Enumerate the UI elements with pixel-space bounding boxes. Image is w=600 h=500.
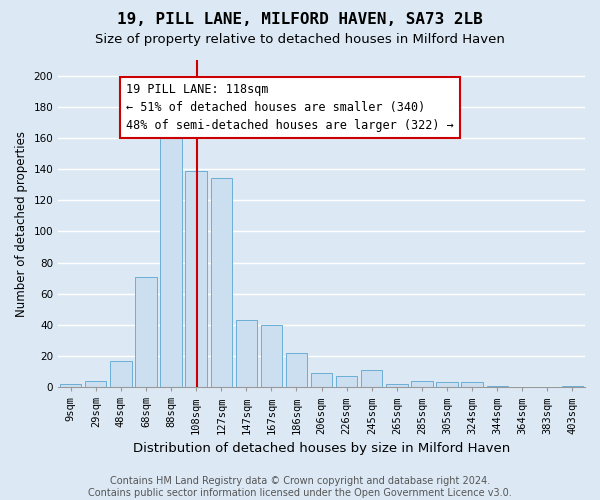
X-axis label: Distribution of detached houses by size in Milford Haven: Distribution of detached houses by size … [133, 442, 510, 455]
Bar [461, 382, 483, 387]
Bar [286, 353, 307, 387]
Bar [311, 373, 332, 387]
Bar [185, 170, 207, 387]
Text: 19, PILL LANE, MILFORD HAVEN, SA73 2LB: 19, PILL LANE, MILFORD HAVEN, SA73 2LB [117, 12, 483, 28]
Text: Size of property relative to detached houses in Milford Haven: Size of property relative to detached ho… [95, 32, 505, 46]
Bar [261, 325, 282, 387]
Bar [487, 386, 508, 387]
Bar [562, 386, 583, 387]
Bar [160, 138, 182, 387]
Bar [336, 376, 358, 387]
Bar [211, 178, 232, 387]
Bar [110, 360, 131, 387]
Bar [236, 320, 257, 387]
Bar [386, 384, 407, 387]
Text: 19 PILL LANE: 118sqm
← 51% of detached houses are smaller (340)
48% of semi-deta: 19 PILL LANE: 118sqm ← 51% of detached h… [126, 84, 454, 132]
Y-axis label: Number of detached properties: Number of detached properties [15, 130, 28, 316]
Bar [411, 381, 433, 387]
Bar [436, 382, 458, 387]
Bar [85, 381, 106, 387]
Text: Contains HM Land Registry data © Crown copyright and database right 2024.
Contai: Contains HM Land Registry data © Crown c… [88, 476, 512, 498]
Bar [60, 384, 82, 387]
Bar [361, 370, 382, 387]
Bar [136, 276, 157, 387]
